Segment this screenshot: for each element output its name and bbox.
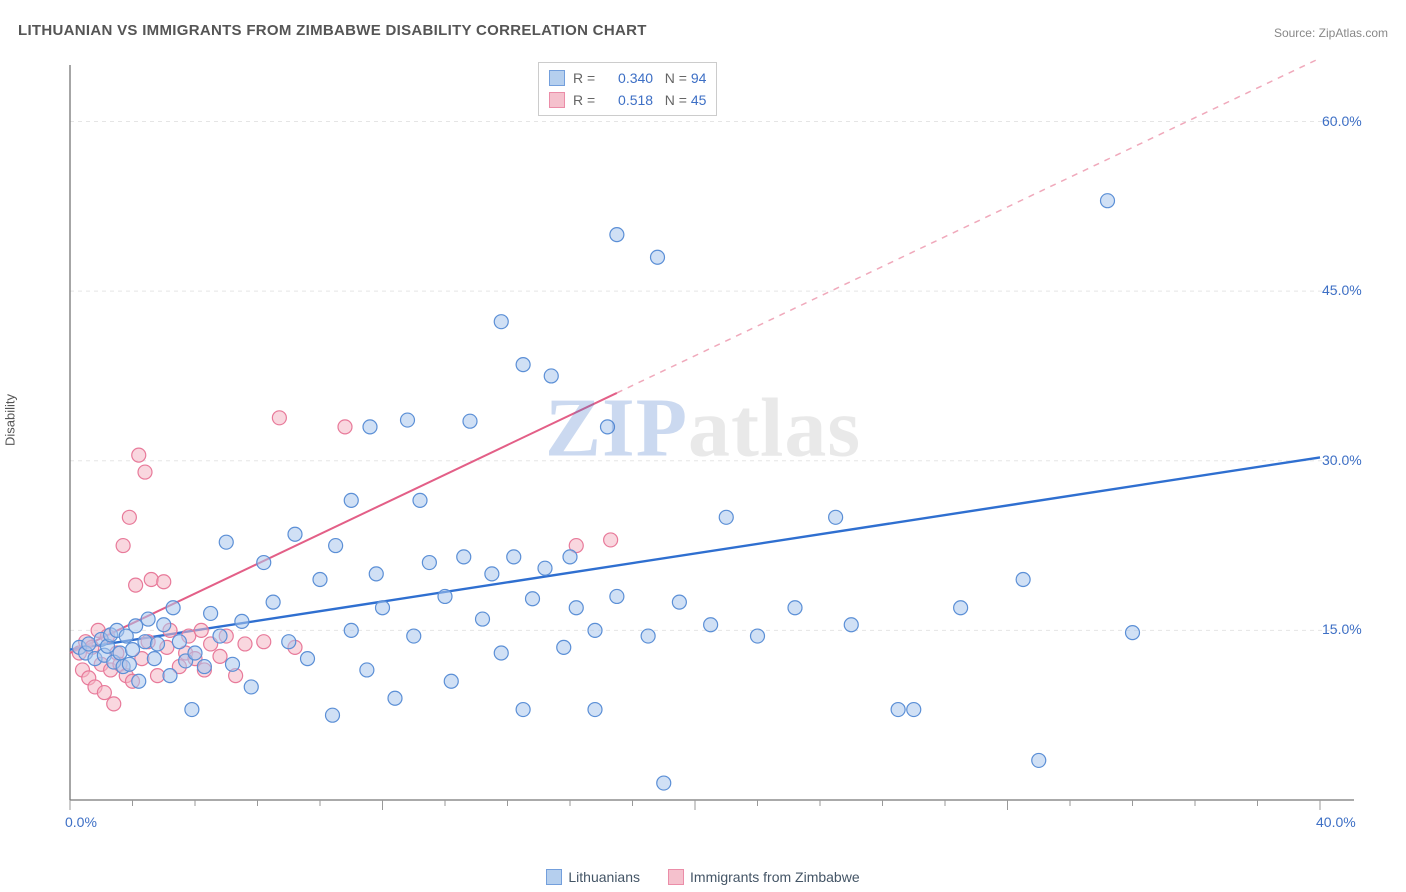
- chart-title: LITHUANIAN VS IMMIGRANTS FROM ZIMBABWE D…: [18, 22, 647, 39]
- legend-series: Lithuanians Immigrants from Zimbabwe: [0, 869, 1406, 888]
- legend-correlation: R = 0.340 N = 94R = 0.518 N = 45: [538, 62, 717, 116]
- x-origin-label: 0.0%: [65, 814, 97, 830]
- scatter-plot: [60, 60, 1360, 830]
- legend-row-lithuanians: R = 0.340 N = 94: [549, 67, 706, 89]
- source-attribution: Source: ZipAtlas.com: [1274, 26, 1388, 40]
- legend-swatch: [549, 70, 565, 86]
- y-grid-label: 60.0%: [1322, 113, 1362, 129]
- chart-container: LITHUANIAN VS IMMIGRANTS FROM ZIMBABWE D…: [0, 0, 1406, 892]
- legend-item-zimbabwe: Immigrants from Zimbabwe: [668, 869, 860, 885]
- y-grid-label: 45.0%: [1322, 282, 1362, 298]
- legend-item-lithuanians: Lithuanians: [546, 869, 640, 885]
- legend-swatch: [546, 869, 562, 885]
- legend-swatch: [549, 92, 565, 108]
- y-grid-label: 15.0%: [1322, 621, 1362, 637]
- x-end-label: 40.0%: [1316, 814, 1356, 830]
- legend-swatch: [668, 869, 684, 885]
- legend-label: Lithuanians: [568, 869, 640, 885]
- y-axis-label: Disability: [3, 394, 18, 446]
- legend-row-zimbabwe: R = 0.518 N = 45: [549, 89, 706, 111]
- legend-label: Immigrants from Zimbabwe: [690, 869, 860, 885]
- y-grid-label: 30.0%: [1322, 452, 1362, 468]
